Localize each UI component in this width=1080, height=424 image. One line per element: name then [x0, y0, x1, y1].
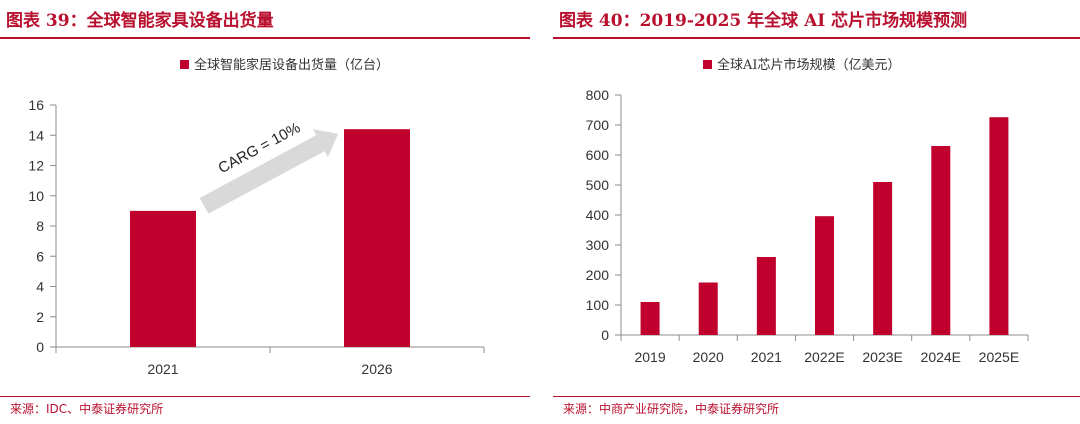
- y-tick-label: 6: [36, 248, 44, 264]
- source-note: 来源：IDC、中泰证券研究所: [10, 402, 164, 416]
- legend-label: 全球智能家居设备出货量（亿台）: [194, 57, 389, 73]
- source-divider: [553, 396, 1080, 397]
- x-tick-label: 2023E: [862, 349, 902, 365]
- x-tick-label: 2020: [693, 349, 724, 365]
- bar: [989, 117, 1009, 335]
- y-tick-label: 300: [586, 237, 610, 253]
- bar: [815, 216, 834, 335]
- bar: [931, 146, 951, 335]
- y-tick-label: 4: [36, 279, 44, 295]
- source-note: 来源：中商产业研究院，中泰证券研究所: [563, 402, 780, 416]
- y-tick-label: 2: [36, 309, 44, 325]
- y-tick-label: 800: [586, 87, 610, 103]
- chart-title: 图表 40：2019-2025 年全球 AI 芯片市场规模预测: [559, 11, 968, 31]
- y-tick-label: 500: [586, 177, 610, 193]
- x-tick-label: 2021: [147, 361, 178, 377]
- x-tick-label: 2019: [634, 349, 665, 365]
- y-tick-label: 0: [601, 327, 609, 343]
- source-divider: [0, 396, 530, 397]
- y-tick-label: 100: [586, 297, 610, 313]
- chart-title: 图表 39：全球智能家具设备出货量: [6, 11, 274, 31]
- x-tick-label: 2022E: [804, 349, 844, 365]
- x-tick-label: 2025E: [979, 349, 1019, 365]
- legend-swatch: [703, 60, 712, 69]
- bar: [873, 182, 893, 335]
- y-tick-label: 200: [586, 267, 610, 283]
- x-tick-label: 2021: [751, 349, 782, 365]
- x-tick-label: 2024E: [921, 349, 961, 365]
- growth-arrow: [199, 129, 338, 214]
- bar: [698, 282, 718, 335]
- y-tick-label: 12: [28, 158, 44, 174]
- y-tick-label: 10: [28, 188, 44, 204]
- x-tick-label: 2026: [361, 361, 392, 377]
- chart-panel-shipments: 图表 39：全球智能家具设备出货量 全球智能家居设备出货量（亿台） 0 2 4 6 8 10…: [0, 0, 530, 424]
- bar: [130, 210, 196, 347]
- y-tick-label: 400: [586, 207, 610, 223]
- bar: [344, 129, 410, 347]
- legend-label: 全球AI芯片市场规模（亿美元）: [717, 57, 901, 73]
- y-tick-label: 8: [36, 218, 44, 234]
- bar: [756, 257, 776, 335]
- legend-swatch: [180, 60, 189, 69]
- title-divider: [0, 37, 530, 39]
- ai-chip-market-bar-chart: 全球AI芯片市场规模（亿美元） 0 100 200 300 400 500 600 700 800…: [586, 57, 1029, 365]
- y-tick-label: 700: [586, 117, 610, 133]
- bar: [640, 302, 660, 335]
- y-tick-label: 600: [586, 147, 610, 163]
- chart-panel-ai-chip-market: 图表 40：2019-2025 年全球 AI 芯片市场规模预测 全球AI芯片市场…: [553, 0, 1080, 424]
- y-tick-label: 16: [28, 97, 44, 113]
- title-divider: [553, 37, 1080, 39]
- y-tick-label: 0: [36, 339, 44, 355]
- y-tick-label: 14: [28, 127, 44, 143]
